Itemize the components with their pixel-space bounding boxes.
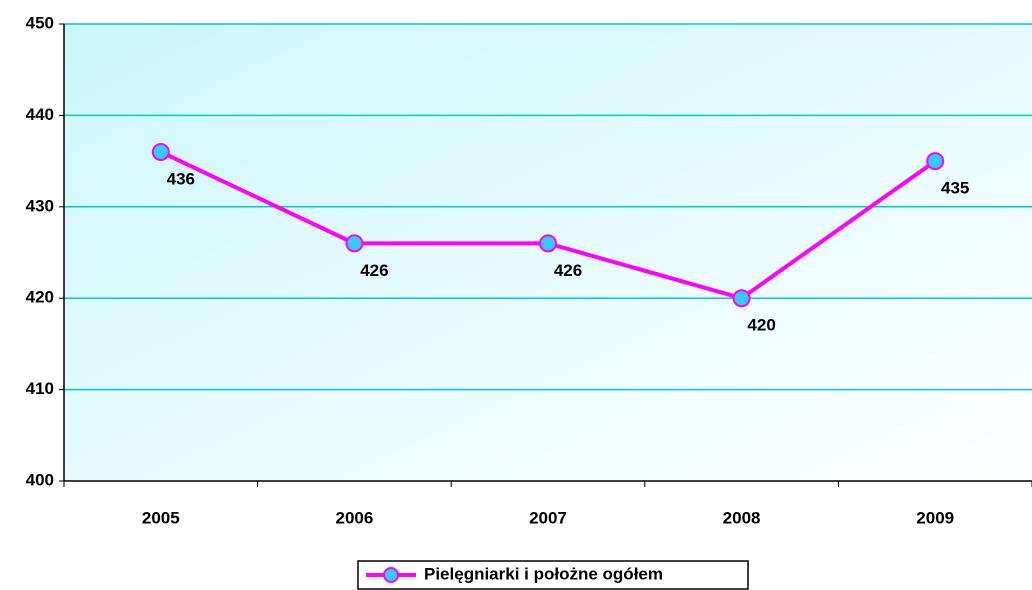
- data-label: 436: [167, 169, 195, 188]
- y-tick-label: 440: [26, 105, 54, 124]
- data-label: 420: [747, 316, 775, 335]
- legend-label: Pielęgniarki i położne ogółem: [424, 564, 663, 583]
- legend-marker: [383, 567, 399, 583]
- x-tick-label: 2008: [723, 508, 761, 527]
- y-tick-label: 410: [26, 379, 54, 398]
- y-tick-label: 400: [26, 470, 54, 489]
- plot-area: [64, 24, 1032, 481]
- x-tick-label: 2009: [916, 508, 954, 527]
- y-tick-label: 430: [26, 196, 54, 215]
- x-tick-label: 2005: [142, 508, 180, 527]
- marker: [732, 289, 751, 308]
- marker: [926, 152, 945, 171]
- data-label: 426: [360, 261, 388, 280]
- data-label: 435: [941, 179, 969, 198]
- legend-box: [357, 560, 749, 590]
- x-tick-label: 2007: [529, 508, 567, 527]
- marker: [345, 234, 364, 253]
- marker: [151, 142, 170, 161]
- marker: [539, 234, 557, 253]
- x-tick-label: 2006: [335, 508, 373, 527]
- y-tick-label: 450: [26, 13, 54, 32]
- y-tick-label: 420: [26, 288, 54, 307]
- data-label: 426: [554, 261, 582, 280]
